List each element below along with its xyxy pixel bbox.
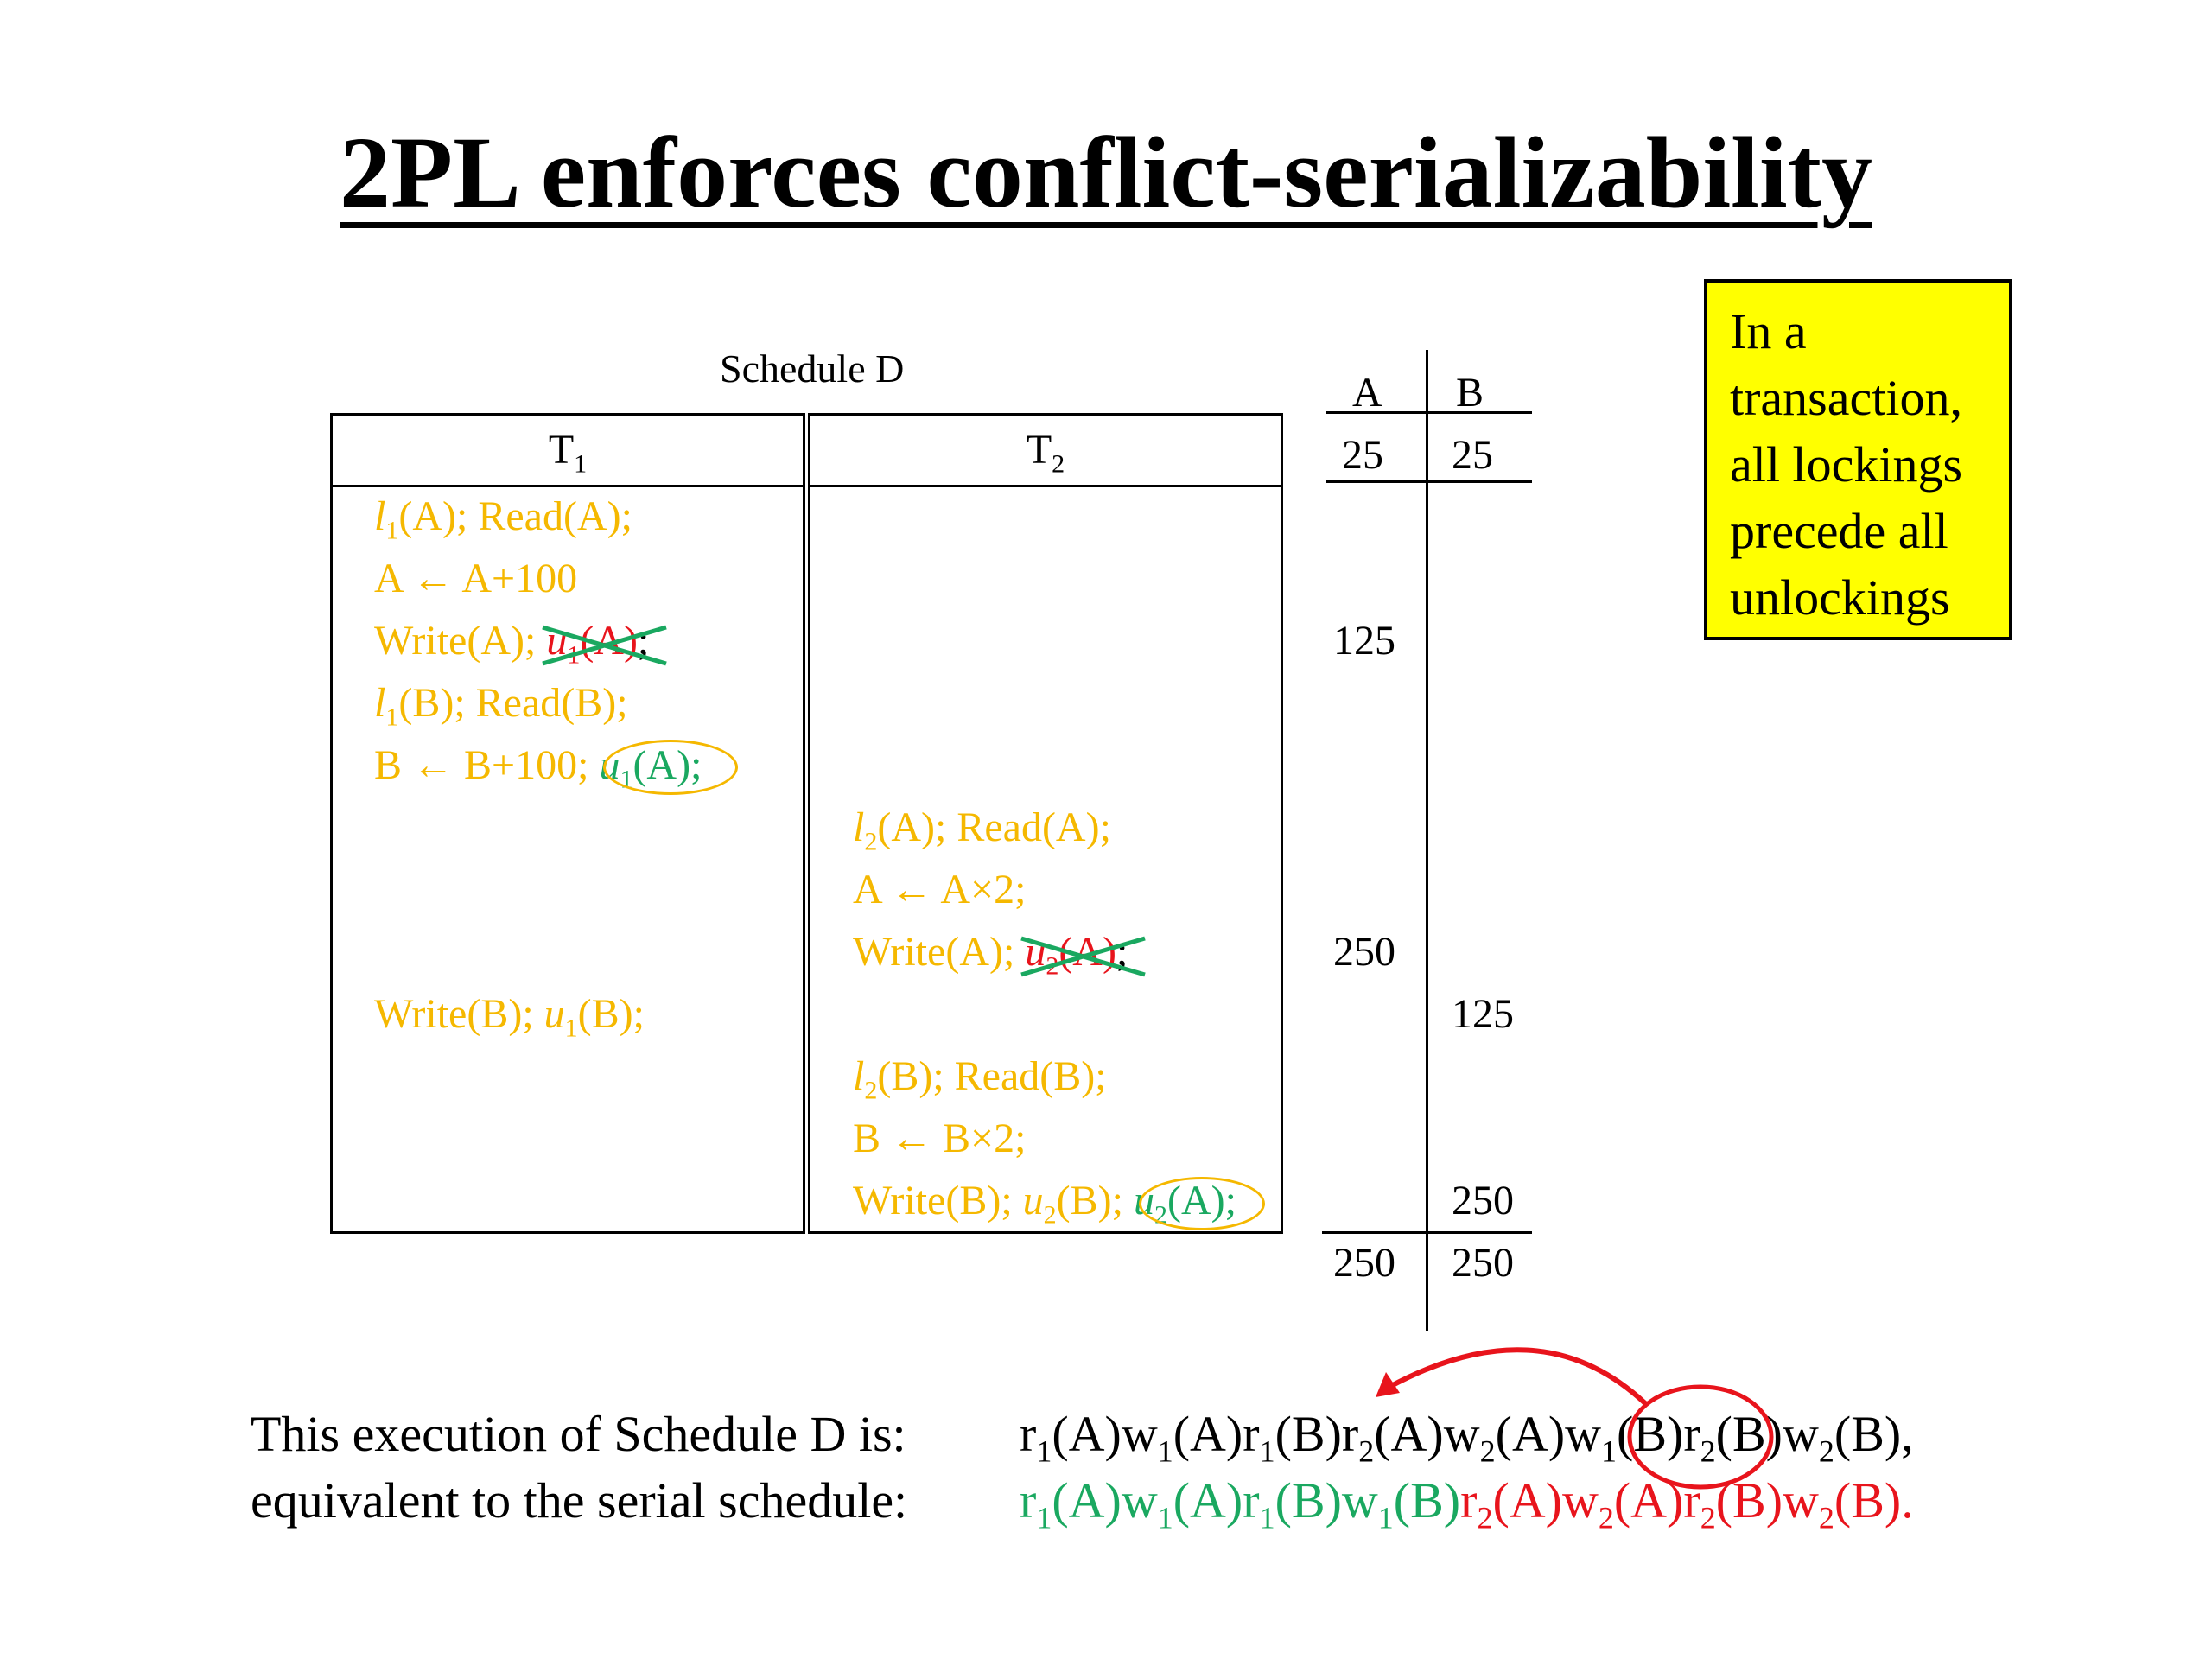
values-a-after-t2: 250 [1333, 929, 1395, 975]
values-final-a: 250 [1333, 1240, 1395, 1286]
two-phase-rule-note: In a transaction, all lockings precede a… [1704, 279, 2012, 640]
t2-op-write-a: Write(A); u2(A); [853, 926, 1147, 993]
t1-op-lock-read-a: l1(A); Read(A); [374, 493, 632, 545]
values-a-after-t1: 125 [1333, 618, 1395, 664]
t1-unlock-highlight-ring [603, 740, 738, 795]
note-line: In a [1730, 303, 1807, 359]
values-initial-a: 25 [1342, 432, 1383, 478]
t2-op-b-times-2: B ← B×2; [853, 1116, 1027, 1161]
slide-title: 2PL enforces conflict-serializability [340, 116, 1872, 229]
serial-t1-part: r1(A)w1(A)r1(B)w1(B) [1020, 1472, 1461, 1535]
t2-struck-unlock-a: u2(A) [1020, 926, 1147, 993]
values-final-b: 250 [1452, 1240, 1514, 1286]
t1-op-write-a: Write(A); u1(A); [374, 615, 668, 682]
w1b-circle [1627, 1384, 1774, 1490]
t2-unlock-highlight-ring [1139, 1177, 1265, 1230]
values-b-after-t1: 125 [1452, 991, 1514, 1037]
serial-label: equivalent to the serial schedule: [251, 1472, 908, 1529]
values-divider-vertical [1426, 350, 1428, 1331]
t2-column: T2 [808, 413, 1283, 1234]
t2-op-lock-read-b: l2(B); Read(B); [853, 1053, 1107, 1105]
t1-column: T1 [330, 413, 805, 1234]
values-b-after-t2: 250 [1452, 1178, 1514, 1224]
move-arrow-head [1376, 1372, 1400, 1397]
values-initial-rule [1326, 480, 1532, 483]
values-final-rule [1322, 1231, 1532, 1234]
t1-struck-unlock-a: u1(A) [542, 615, 668, 682]
values-col-b-header: B [1456, 370, 1484, 416]
note-line: all lockings [1730, 436, 1963, 493]
t1-header: T1 [333, 416, 803, 487]
execution-label: This execution of Schedule D is: [251, 1406, 906, 1462]
serial-schedule: r1(A)w1(A)r1(B)w1(B)r2(A)w2(A)r2(B)w2(B)… [1020, 1471, 1914, 1548]
cross-out-mark [1020, 936, 1147, 977]
t2-header: T2 [810, 416, 1281, 487]
values-header-rule [1326, 411, 1532, 414]
schedule-caption: Schedule D [720, 346, 905, 391]
t2-op-a-times-2: A ← A×2; [853, 867, 1027, 912]
move-arrow [1388, 1347, 1649, 1407]
t2-op-lock-read-a: l2(A); Read(A); [853, 804, 1111, 856]
t1-op-lock-read-b: l1(B); Read(B); [374, 680, 628, 732]
serial-t2-part: r2(A)w2(A)r2(B)w2(B). [1460, 1472, 1914, 1535]
values-col-a-header: A [1352, 370, 1382, 416]
note-line: unlockings [1730, 569, 1950, 626]
t1-op-a-plus-100: A ← A+100 [374, 556, 578, 601]
cross-out-mark [542, 625, 668, 666]
values-initial-b: 25 [1452, 432, 1493, 478]
note-line: precede all [1730, 503, 1948, 559]
t1-op-write-b-unlock: Write(B); u1(B); [374, 991, 645, 1043]
execution-schedule: r1(A)w1(A)r1(B)r2(A)w2(A)w1(B)r2(B)w2(B)… [1020, 1406, 1914, 1469]
note-line: transaction, [1730, 370, 1962, 426]
